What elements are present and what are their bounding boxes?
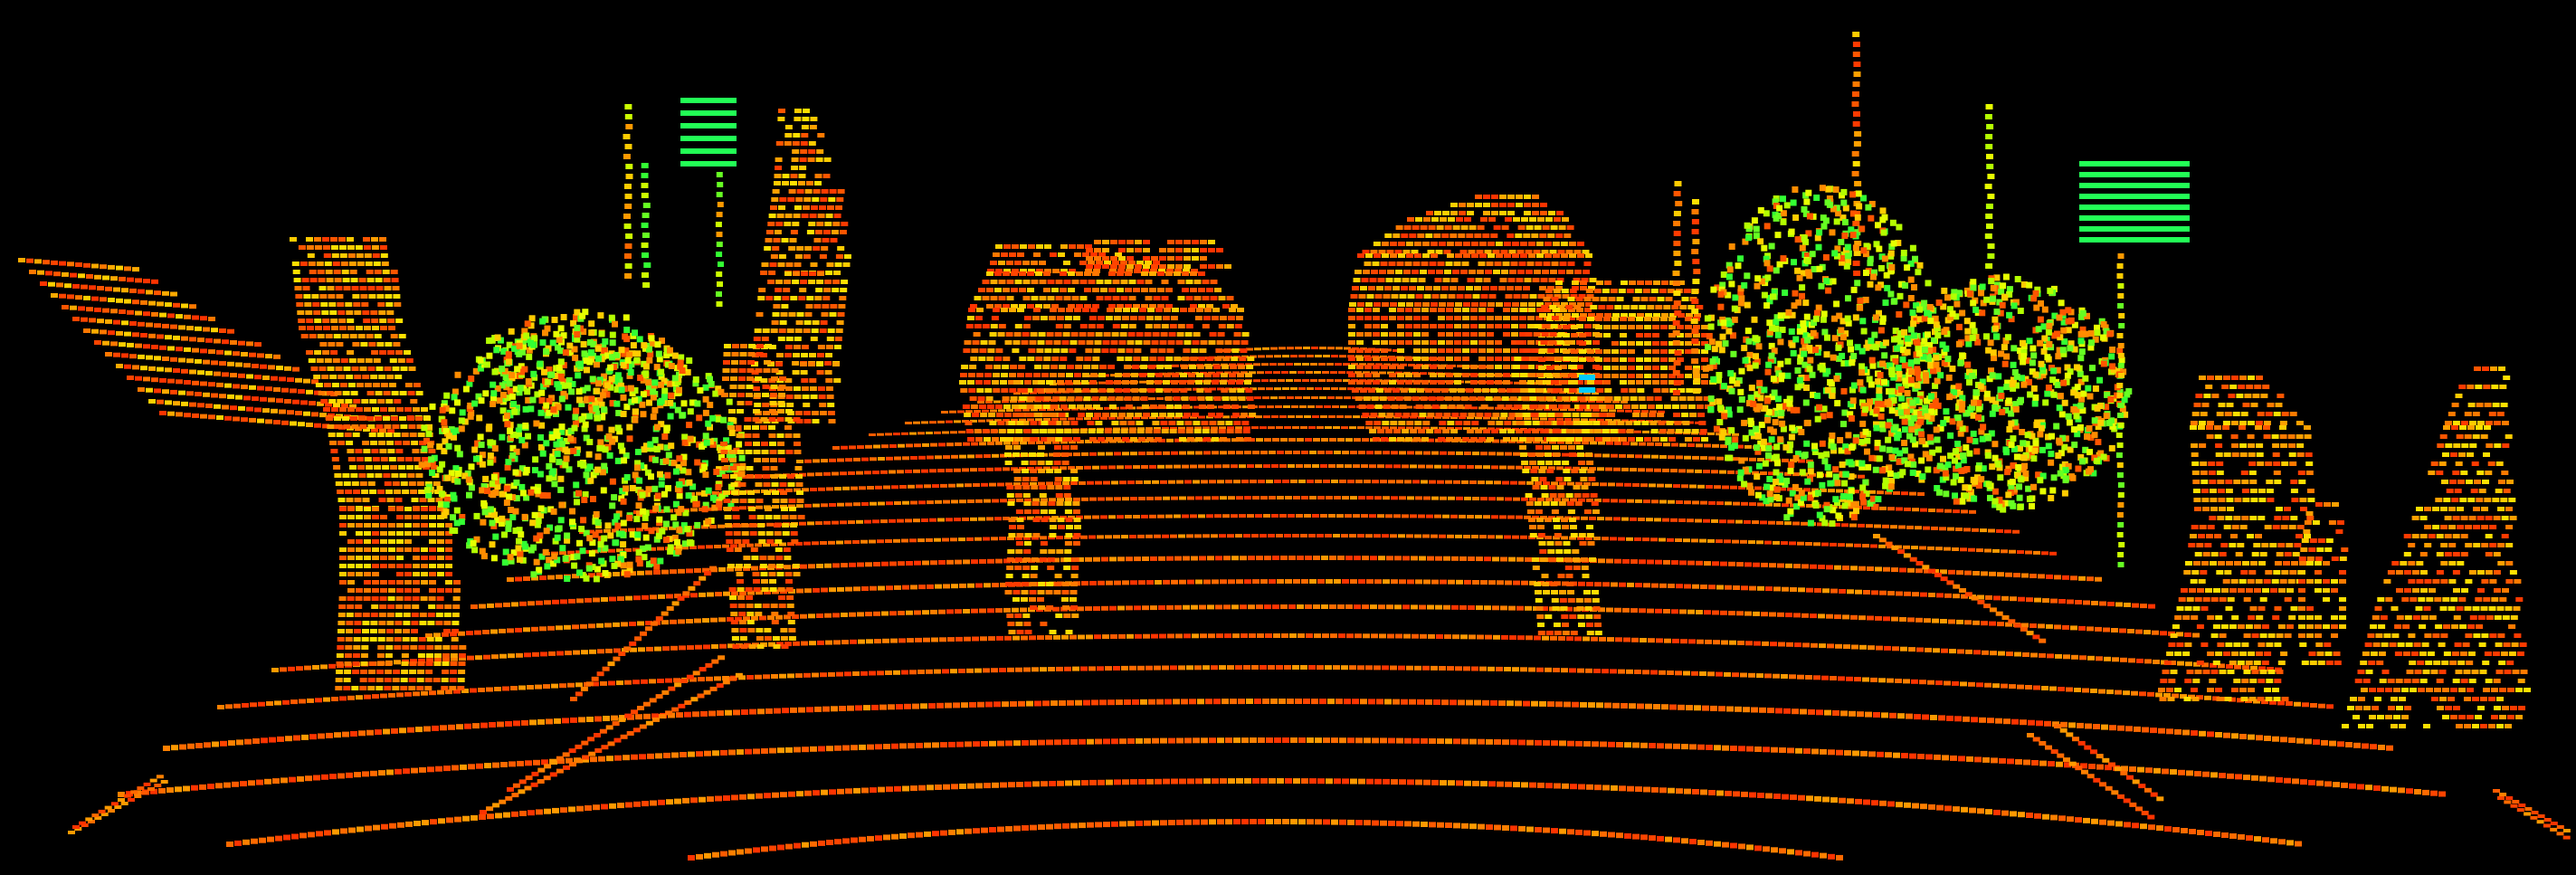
pedestrian-5 [2342,366,2531,728]
vegetation-left-top [477,309,686,423]
pedestrian-4 [2298,502,2349,665]
pole-right-1 [1672,181,1683,395]
pedestrian-1 [720,344,805,649]
tree-trunk [290,237,467,690]
parked-car-left-roof [1086,240,1231,269]
sign-left [680,98,737,166]
curb-lines [68,534,2571,840]
left-hedge-edge [18,258,394,434]
pole-right-green [1984,104,1995,269]
sign-left-post [715,172,724,307]
pole-right-2 [1690,199,1701,394]
pedestrian-3 [2158,376,2315,701]
objects-layer [18,32,2531,728]
cyclist-accent [1579,375,1595,393]
figure-left-tall [751,109,851,423]
cyclist [1512,308,1602,635]
pole-left-1 [623,104,633,279]
vegetation-right-2 [1875,273,2133,513]
sign-right [2079,161,2190,243]
sign-right-post [2115,253,2125,567]
pole-left-2 [641,163,651,288]
pedestrian-2 [1004,380,1081,634]
vegetation-right-1 [1702,185,1942,528]
